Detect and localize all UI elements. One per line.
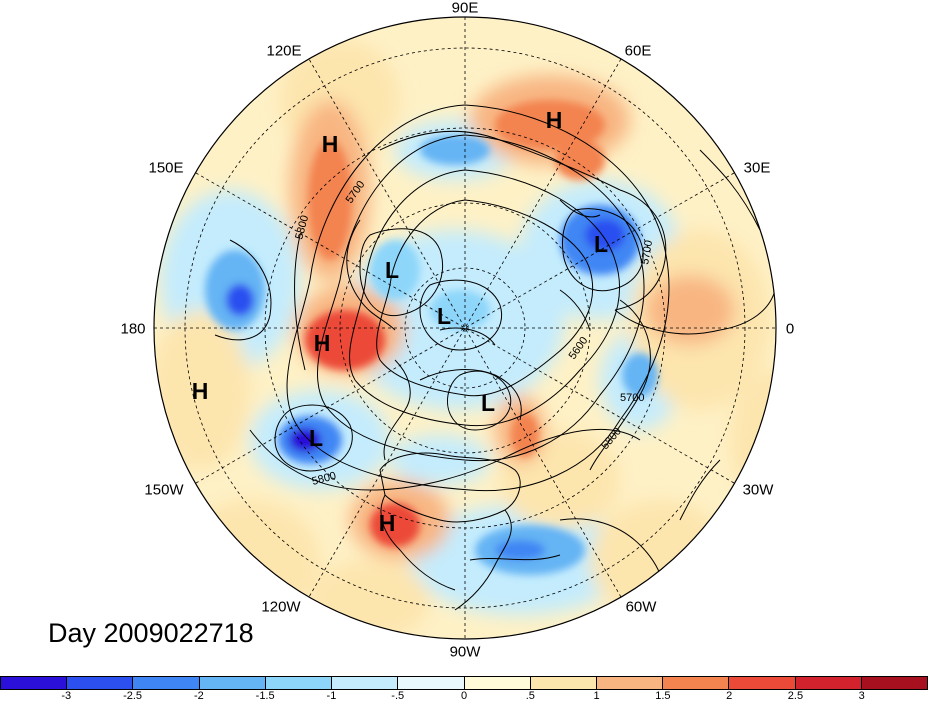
contour-label: 5700 (639, 239, 655, 265)
colorbar-tick-label: -3 (61, 690, 72, 702)
pressure-system-label: L (385, 257, 399, 283)
colorbar-segment (663, 677, 730, 689)
colorbar-segment (861, 677, 928, 689)
colorbar-segment (398, 677, 465, 689)
pressure-system-label: L (481, 390, 495, 416)
colorbar-tick-label: .5 (525, 690, 535, 702)
pressure-system-label: H (192, 378, 209, 404)
colorbar-tick-label: 0 (460, 690, 468, 702)
colorbar-segment (332, 677, 399, 689)
longitude-label-90e: 90E (451, 0, 479, 17)
colorbar-tick-label: 2.5 (787, 690, 804, 702)
colorbar-tick-label: -2.5 (123, 690, 143, 702)
graticule (154, 17, 776, 639)
colorbar-segment (729, 677, 796, 689)
contour-label: 5700 (620, 392, 644, 404)
colorbar-tick-label: 2 (726, 690, 733, 702)
colorbar-segment (199, 677, 266, 689)
pressure-system-label: H (322, 131, 339, 157)
colorbar-segment (596, 677, 664, 689)
colorbar-tick-label: 3 (858, 690, 865, 702)
pressure-system-label: L (309, 425, 323, 451)
longitude-label-30w: 30W (742, 481, 774, 499)
longitude-label-90w: 90W (449, 643, 481, 661)
colorbar-segment (464, 677, 531, 689)
anomaly-field (154, 17, 776, 639)
longitude-label-150e: 150E (148, 159, 184, 177)
colorbar-segment (1, 677, 68, 689)
longitude-label-60w: 60W (625, 598, 657, 616)
longitude-label-30e: 30E (743, 159, 771, 177)
colorbar-segment (67, 677, 134, 689)
pressure-system-label: H (546, 107, 563, 133)
pressure-systems: H H L L L H L H L H (192, 107, 608, 536)
colorbar-segment (530, 677, 597, 689)
pressure-system-label: L (594, 231, 608, 257)
map-title: Day 2009022718 (48, 618, 254, 648)
colorbar-tick-label: -1.5 (255, 690, 275, 702)
pressure-system-label: H (314, 330, 331, 356)
colorbar-tick-label: -2 (193, 690, 204, 702)
colorbar-tick-label: 1 (593, 690, 600, 702)
colorbar-segment (795, 677, 862, 689)
longitude-label-180: 180 (120, 320, 146, 338)
colorbar-tick-label: 1.5 (655, 690, 671, 702)
colorbar (0, 676, 928, 690)
pressure-system-label: H (379, 510, 396, 536)
longitude-label-150w: 150W (144, 481, 184, 499)
longitude-label-60e: 60E (624, 42, 652, 60)
longitude-label-120e: 120E (266, 42, 302, 60)
longitude-label-120w: 120W (261, 598, 301, 616)
colorbar-segment (265, 677, 333, 689)
map-boundary (153, 16, 777, 640)
colorbar-tick-label: -.5 (391, 690, 405, 702)
colorbar-tick-label: -1 (326, 690, 337, 702)
pressure-system-label: L (437, 303, 451, 329)
colorbar-segment (133, 677, 200, 689)
longitude-label-0: 0 (785, 320, 795, 338)
